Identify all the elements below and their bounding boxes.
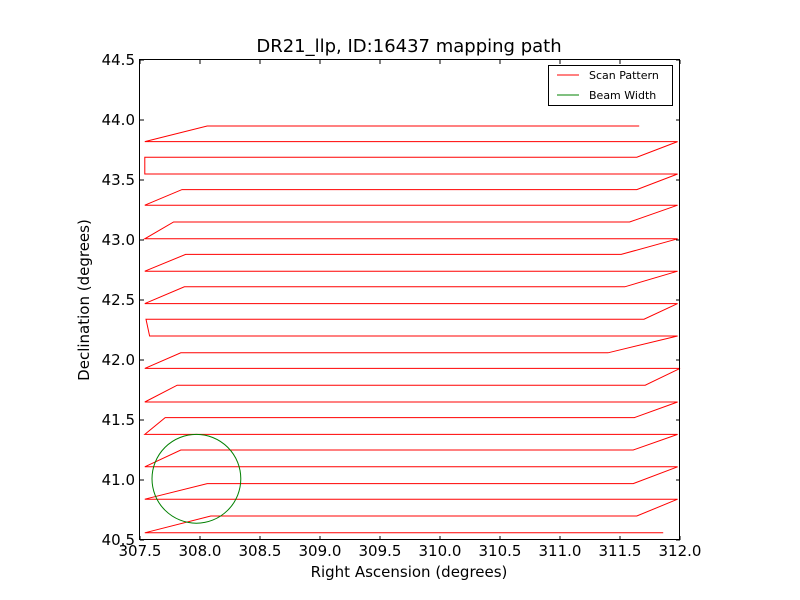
y-tick-label: 43.0 [102, 231, 135, 249]
y-tick-label: 41.0 [102, 471, 135, 489]
y-tick-label: 42.5 [102, 291, 135, 309]
x-axis-ticks: 307.5 308.0 308.5 309.0 309.5 310.0 310.5 311.0… [119, 60, 702, 560]
legend-box [548, 65, 673, 106]
beam-width-circle [151, 433, 242, 524]
x-tick-label: 308.0 [179, 542, 222, 560]
legend-beam-width-label: Beam Width [589, 89, 656, 102]
y-axis-ticks: 40.5 41.0 41.5 42.0 42.5 43.0 43.5 44.0 44.5 [102, 51, 680, 549]
y-tick-label: 43.5 [102, 171, 135, 189]
x-tick-label: 311.5 [599, 542, 642, 560]
y-tick-label: 40.5 [102, 531, 135, 549]
x-tick-label: 310.5 [479, 542, 522, 560]
y-tick-label: 41.5 [102, 411, 135, 429]
plot-frame [139, 59, 680, 540]
x-tick-label: 311.0 [539, 542, 582, 560]
chart-title: DR21_llp, ID:16437 mapping path [256, 36, 561, 57]
y-axis-label: Declination (degrees) [75, 219, 93, 381]
y-tick-label: 44.0 [102, 111, 135, 129]
legend: Scan Pattern Beam Width [548, 65, 673, 106]
legend-scan-pattern-label: Scan Pattern [589, 69, 659, 82]
x-tick-label: 307.5 [119, 542, 162, 560]
x-axis-label: Right Ascension (degrees) [311, 563, 508, 581]
x-tick-label: 308.5 [239, 542, 282, 560]
plot-area [142, 125, 681, 534]
y-tick-label: 44.5 [102, 51, 135, 69]
x-tick-label: 309.0 [299, 542, 342, 560]
scan-pattern-line [142, 125, 681, 534]
x-tick-label: 310.0 [419, 542, 462, 560]
x-tick-label: 309.5 [359, 542, 402, 560]
x-tick-label: 312.0 [659, 542, 702, 560]
y-tick-label: 42.0 [102, 351, 135, 369]
